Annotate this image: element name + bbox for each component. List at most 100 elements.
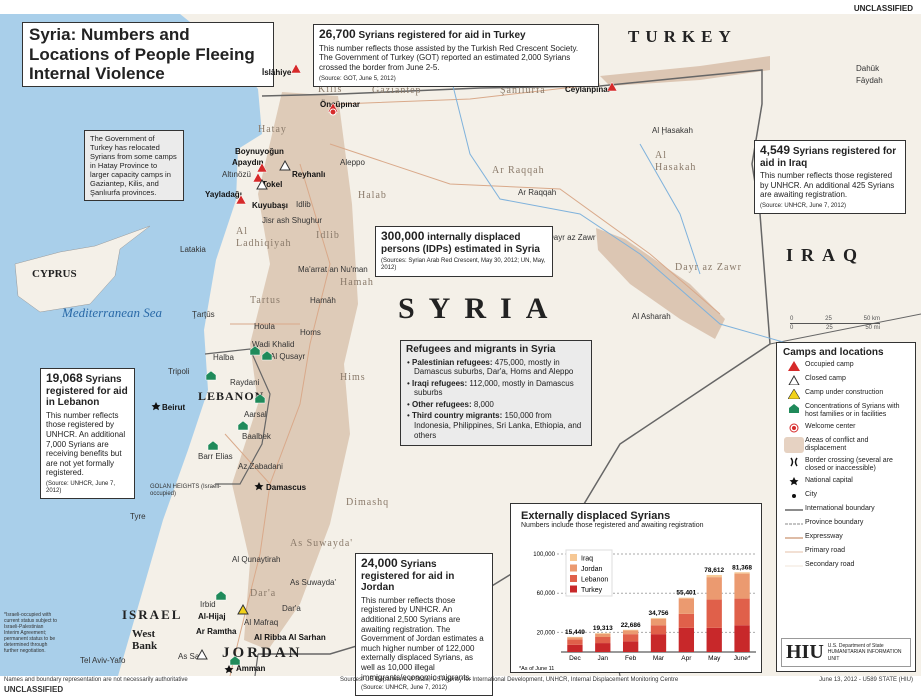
national-capital-icon [254, 482, 264, 491]
province-label: Şanlıurfa [500, 85, 546, 96]
bar-total-label: 81,368 [732, 564, 752, 571]
jordan-info-box: 24,000 Syrians registered for aid in Jor… [355, 553, 493, 697]
city-label: Wadi Khalid [252, 340, 295, 349]
legend-item-city: City [783, 491, 909, 501]
country-label-israel: ISRAEL [122, 607, 183, 622]
city-label: Ma'arrat an Nu'man [298, 265, 368, 274]
legend: Camps and locations Occupied camp Closed … [776, 342, 916, 672]
scale-km-0: 0 [790, 316, 794, 322]
scale-mi-50: 50 mi [865, 325, 880, 331]
capital-label: Damascus [266, 483, 307, 492]
scale-bar: 0 25 50 km 0 25 50 mi [790, 316, 880, 331]
host-concentration-icon [205, 370, 217, 381]
turkey-heading: Syrians registered for aid in Turkey [358, 30, 526, 41]
camp-label: Apaydın [232, 158, 264, 167]
legend-item-border-crossing: Border crossing (several are closed or i… [783, 457, 909, 473]
lebanon-boundary [204, 348, 271, 485]
logo-agency: U.S. Department of State [827, 642, 884, 649]
country-label-jordan: JORDAN [222, 645, 303, 661]
legend-label: City [805, 491, 818, 499]
footer-sources: Sources: US Department of State, US Agen… [340, 677, 679, 683]
camp-under-construction-icon [237, 603, 249, 615]
city-label: Raydani [230, 378, 260, 387]
chart-footnote: *As of June 11 [519, 666, 554, 672]
bar-turkey-Feb [622, 641, 639, 652]
bar-turkey-Mar [650, 634, 667, 652]
legend-label: Concentrations of Syrians with host fami… [805, 403, 900, 419]
conflict-area-east [596, 228, 725, 339]
bar-jordan-May [706, 577, 722, 600]
city-label: Al Qunaytirah [232, 555, 281, 564]
camp-label: Kuyubaşı [252, 201, 289, 210]
country-label-west-bank: West Bank [132, 628, 158, 653]
legend-item-host-concentration: Concentrations of Syrians with host fami… [783, 403, 909, 419]
bar-total-label: 15,449 [565, 629, 585, 636]
turkey-source: (Source: GOT, June 5, 2012) [319, 75, 396, 82]
region-label: GOLAN HEIGHTS (Israeli-occupied) [150, 484, 222, 497]
legend-entry: Lebanon [581, 577, 608, 584]
city-label: Barr Elias [198, 452, 233, 461]
city-label: Tyre [130, 512, 146, 521]
legend-item-conflict-area: Areas of conflict and displacement [783, 437, 909, 454]
legend-label: Occupied camp [805, 361, 854, 368]
legend-label: Expressway [805, 533, 843, 541]
bar-lebanon-Jan [595, 637, 611, 644]
sea [0, 14, 262, 676]
national-capital-icon [783, 477, 805, 487]
bar-lebanon-June* [734, 598, 750, 626]
capital-label: Amman [236, 664, 266, 673]
city-label: As Salt [178, 652, 204, 661]
conflict-area-icon [783, 437, 805, 454]
primary-road-icon [783, 547, 805, 557]
city-label: Az Zabadani [238, 462, 283, 471]
classification-bottom: UNCLASSIFIED [4, 685, 64, 694]
legend-label: Province boundary [805, 519, 864, 527]
national-capital-icon [151, 402, 161, 411]
legend-swatch-iraq [570, 554, 577, 561]
city-label: Halba [213, 353, 234, 362]
camp-label: Yayladağı [205, 190, 242, 199]
bar-lebanon-Feb [622, 634, 639, 642]
legend-swatch-lebanon [570, 575, 577, 582]
country-label-iraq: IRAQ [786, 245, 866, 265]
idp-info-box: 300,000 internally displaced persons (ID… [375, 226, 553, 277]
legend-item-expressway: Expressway [783, 533, 909, 543]
country-label-lebanon: LEBANON [198, 389, 265, 403]
bar-total-label: 19,313 [593, 625, 613, 632]
legend-swatch-turkey [570, 585, 577, 593]
province-label: Kilis [318, 84, 343, 95]
jordan-heading: Syrians registered for aid in Jordan [361, 559, 455, 594]
scale-mi-25: 25 [825, 325, 833, 331]
legend-entry: Jordan [581, 566, 603, 573]
refugees-heading: Refugees and migrants in Syria [406, 344, 556, 355]
lebanon-body: This number reflects those registered by… [46, 410, 126, 478]
province-label: Dimashq [346, 497, 390, 508]
x-tick-label: May [708, 655, 721, 662]
province-label: Al Ladhiqiyah [236, 226, 292, 249]
city-label: Homs [300, 328, 321, 337]
bar-turkey-Jan [595, 643, 611, 652]
logo-text: HIU [786, 641, 824, 663]
legend-item-international-boundary: International boundary [783, 505, 909, 515]
legend-item-primary-road: Primary road [783, 547, 909, 557]
iraq-count: 4,549 [760, 143, 791, 157]
rivers [449, 73, 791, 345]
camp-label: Öncüpınar [320, 100, 361, 109]
camp-under-construction-icon [783, 389, 805, 399]
legend-title: Camps and locations [783, 347, 884, 358]
bar-iraq-Apr [678, 597, 695, 599]
map-title: Syria: Numbers and Locations of People F… [22, 22, 274, 87]
refugee-item: • Third country migrants: 150,000 from I… [407, 411, 582, 440]
legend-entry: Turkey [581, 587, 603, 594]
bar-lebanon-Dec [567, 639, 583, 645]
occupied-camp-icon [290, 63, 302, 74]
bar-turkey-June* [734, 625, 750, 652]
lebanon-source: (Source: UNHCR, June 7, 2012) [46, 480, 116, 495]
bar-total-label: 34,756 [649, 610, 669, 617]
legend-item-welcome-center: Welcome center [783, 423, 909, 433]
y-tick-label: 100,000 [533, 552, 555, 558]
x-tick-label: Mar [653, 655, 665, 662]
city-label: Baalbek [242, 432, 271, 441]
idp-heading: internally displaced persons (IDPs) esti… [381, 232, 540, 255]
legend-swatch-jordan [570, 564, 577, 572]
